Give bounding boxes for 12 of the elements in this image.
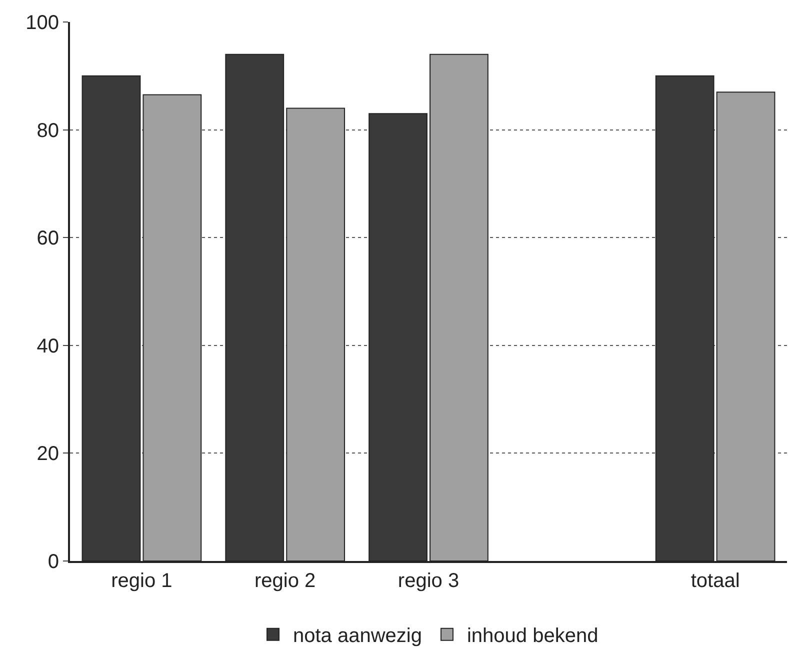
y-tick-label: 80 [36,120,59,142]
x-tick-label: totaal [690,570,740,592]
y-tick-label: 40 [36,335,59,358]
x-tick-label: regio 3 [398,570,460,592]
legend-label: nota aanwezig [293,625,422,648]
legend-label: inhoud bekend [466,625,598,648]
y-tick-label: 0 [48,551,59,573]
x-tick-label: regio 2 [254,570,316,592]
y-tick-label: 60 [36,228,59,250]
y-tick-label: 100 [26,12,59,34]
y-tick-label: 20 [36,443,59,466]
x-tick-label: regio 1 [111,570,172,592]
